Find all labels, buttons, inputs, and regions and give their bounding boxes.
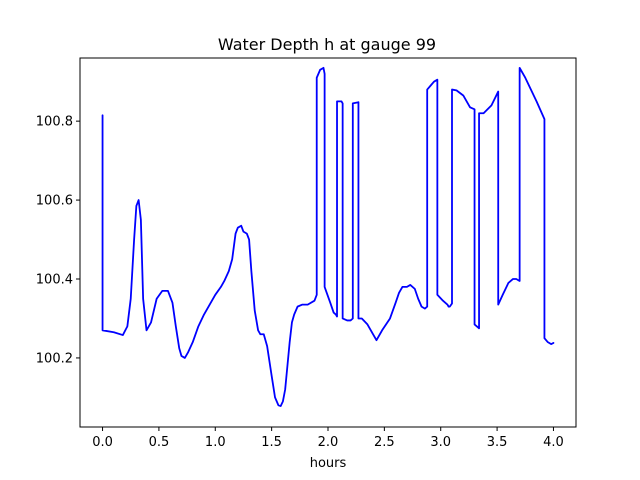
axes-frame: [79, 57, 577, 428]
y-tick-label: 100.2: [36, 351, 73, 366]
chart-title: Water Depth h at gauge 99: [218, 35, 436, 54]
y-tick-label: 100.8: [36, 115, 73, 130]
x-tick-label: 4.0: [543, 435, 564, 450]
x-tick-label: 0.5: [149, 435, 170, 450]
x-tick-label: 2.0: [318, 435, 339, 450]
series-line: [101, 66, 555, 407]
y-tick-label: 100.6: [36, 194, 73, 209]
x-tick-label: 3.5: [487, 435, 508, 450]
x-axis-label: hours: [310, 456, 347, 471]
x-axis: 0.0 0.5 1.0 1.5 2.0 2.5 3.0 3.5 4.0: [92, 427, 564, 450]
x-tick-label: 1.0: [205, 435, 226, 450]
y-axis: 100.2 100.4 100.6 100.8: [36, 115, 80, 366]
x-tick-label: 3.0: [430, 435, 451, 450]
plot-series: [101, 66, 555, 407]
y-tick-label: 100.4: [36, 273, 73, 288]
x-tick-label: 0.0: [92, 435, 113, 450]
x-tick-label: 2.5: [374, 435, 395, 450]
x-tick-label: 1.5: [261, 435, 282, 450]
